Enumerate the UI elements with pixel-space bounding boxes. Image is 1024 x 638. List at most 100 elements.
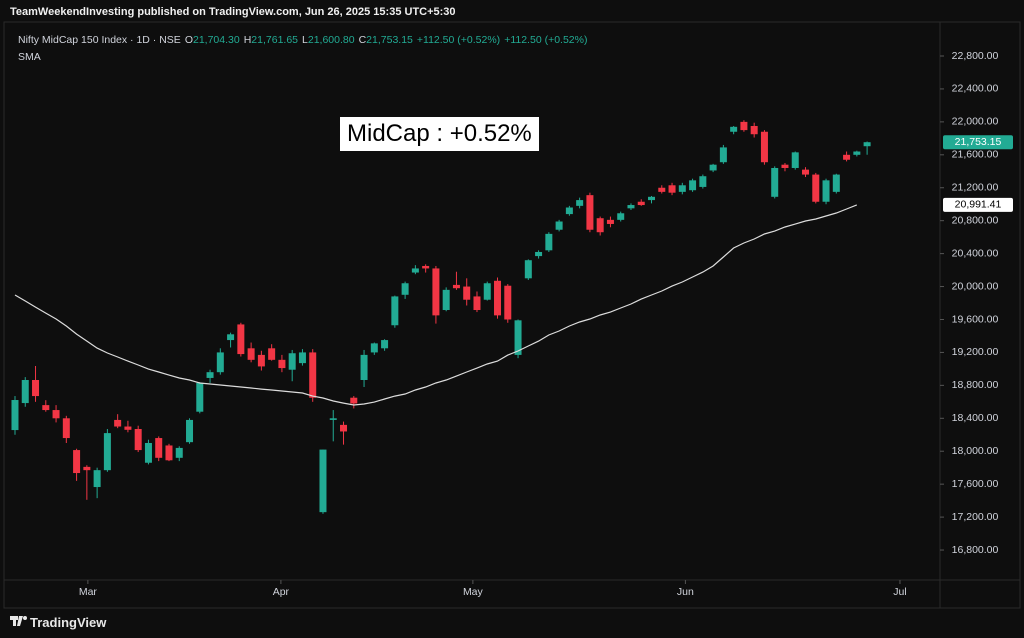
y-tick-label: 21,200.00	[952, 182, 999, 194]
candle-body	[206, 372, 214, 378]
candle-body	[771, 167, 779, 197]
chart-frame	[3, 21, 1021, 609]
candle-body	[822, 180, 830, 202]
candle-body	[606, 219, 614, 224]
candle-body	[791, 152, 799, 168]
candle-body	[627, 205, 635, 209]
candle-body	[750, 125, 758, 135]
candle-body	[155, 438, 163, 458]
ohlc-legend: Nifty MidCap 150 Index · 1D · NSE O 21,70…	[18, 34, 591, 46]
y-tick-label: 18,000.00	[952, 445, 999, 457]
legend-key: O	[184, 34, 193, 46]
candle-body	[134, 428, 142, 451]
candle-body	[422, 265, 430, 269]
y-tick-label: 21,600.00	[952, 149, 999, 161]
y-tick-label: 18,400.00	[952, 412, 999, 424]
candle-body	[257, 354, 265, 367]
candle-body	[832, 174, 840, 192]
candle-body	[73, 450, 81, 474]
legend-key: L	[302, 34, 308, 46]
tv-logo	[10, 616, 27, 626]
candle-body	[391, 296, 399, 326]
x-tick-label: Mar	[79, 586, 98, 598]
candle-body	[319, 449, 327, 513]
symbol: Nifty MidCap 150 Index · 1D · NSE	[18, 34, 181, 46]
sma-price-label: 20,991.41	[955, 199, 1002, 211]
candle-body	[719, 147, 727, 163]
candle-body	[740, 121, 748, 131]
legend-value: 21,600.80	[307, 34, 355, 46]
candle-body	[802, 169, 810, 175]
legend-key: H	[243, 34, 252, 46]
indicator-name: SMA	[18, 51, 41, 63]
candle-body	[617, 213, 625, 220]
y-tick-label: 19,600.00	[952, 313, 999, 325]
candle-body	[62, 418, 70, 439]
y-tick-label: 20,000.00	[952, 280, 999, 292]
candle-body	[699, 176, 707, 187]
candle-body	[309, 352, 317, 398]
x-tick-label: Jun	[677, 586, 694, 598]
candle-body	[21, 380, 29, 404]
candle-body	[247, 348, 255, 360]
candle-body	[452, 284, 460, 289]
y-tick-label: 22,400.00	[952, 83, 999, 95]
candle-body	[812, 174, 820, 202]
candle-body	[340, 424, 348, 432]
x-tick-label: Jul	[893, 586, 906, 598]
y-tick-label: 20,800.00	[952, 214, 999, 226]
candle-body	[93, 470, 101, 488]
candle-body	[709, 164, 717, 171]
y-tick-label: 22,000.00	[952, 116, 999, 128]
candle-body	[103, 433, 111, 471]
y-tick-label: 18,800.00	[952, 379, 999, 391]
y-tick-label: 22,800.00	[952, 50, 999, 62]
candle-body	[196, 382, 204, 412]
candle-body	[473, 296, 481, 311]
candle-body	[11, 400, 19, 431]
candle-body	[843, 154, 851, 160]
candle-body	[360, 354, 368, 381]
candle-body	[124, 426, 132, 430]
candle-body	[114, 419, 122, 427]
candle-body	[175, 447, 183, 458]
candle-body	[781, 164, 789, 168]
x-tick-label: May	[463, 586, 484, 598]
candle-body	[730, 126, 738, 132]
y-tick-label: 16,800.00	[952, 544, 999, 556]
candle-body	[237, 324, 245, 355]
candle-body	[504, 285, 512, 320]
candle-body	[648, 196, 656, 201]
candle-body	[483, 283, 491, 300]
candle-body	[144, 442, 152, 463]
candle-body	[186, 419, 194, 443]
y-tick-label: 19,200.00	[952, 346, 999, 358]
candle-body	[863, 142, 871, 147]
candle-body	[586, 195, 594, 230]
candle-body	[350, 397, 358, 404]
y-tick-label: 17,200.00	[952, 511, 999, 523]
candle-body	[42, 405, 50, 411]
last-price-tag	[943, 135, 1013, 150]
candle-body	[545, 233, 553, 251]
candle-body	[381, 340, 389, 349]
candle-body	[432, 268, 440, 316]
legend-value: 21,753.15	[366, 34, 413, 46]
candle-body	[555, 221, 563, 230]
candle-body	[524, 260, 532, 279]
x-tick-label: Apr	[273, 586, 290, 598]
candle-body	[853, 151, 861, 155]
candle-body	[83, 466, 91, 471]
legend-change: +112.50 (+0.52%)	[416, 34, 501, 46]
candle-body	[576, 200, 584, 206]
legend-change: +112.50 (+0.52%)	[504, 34, 588, 46]
legend-key: C	[358, 34, 367, 46]
candle-body	[329, 418, 337, 420]
candle-body	[494, 280, 502, 316]
sma-line	[14, 204, 858, 406]
candle-body	[268, 348, 276, 360]
candle-body	[565, 207, 573, 215]
candle-body	[442, 289, 450, 311]
candle-body	[514, 320, 522, 355]
